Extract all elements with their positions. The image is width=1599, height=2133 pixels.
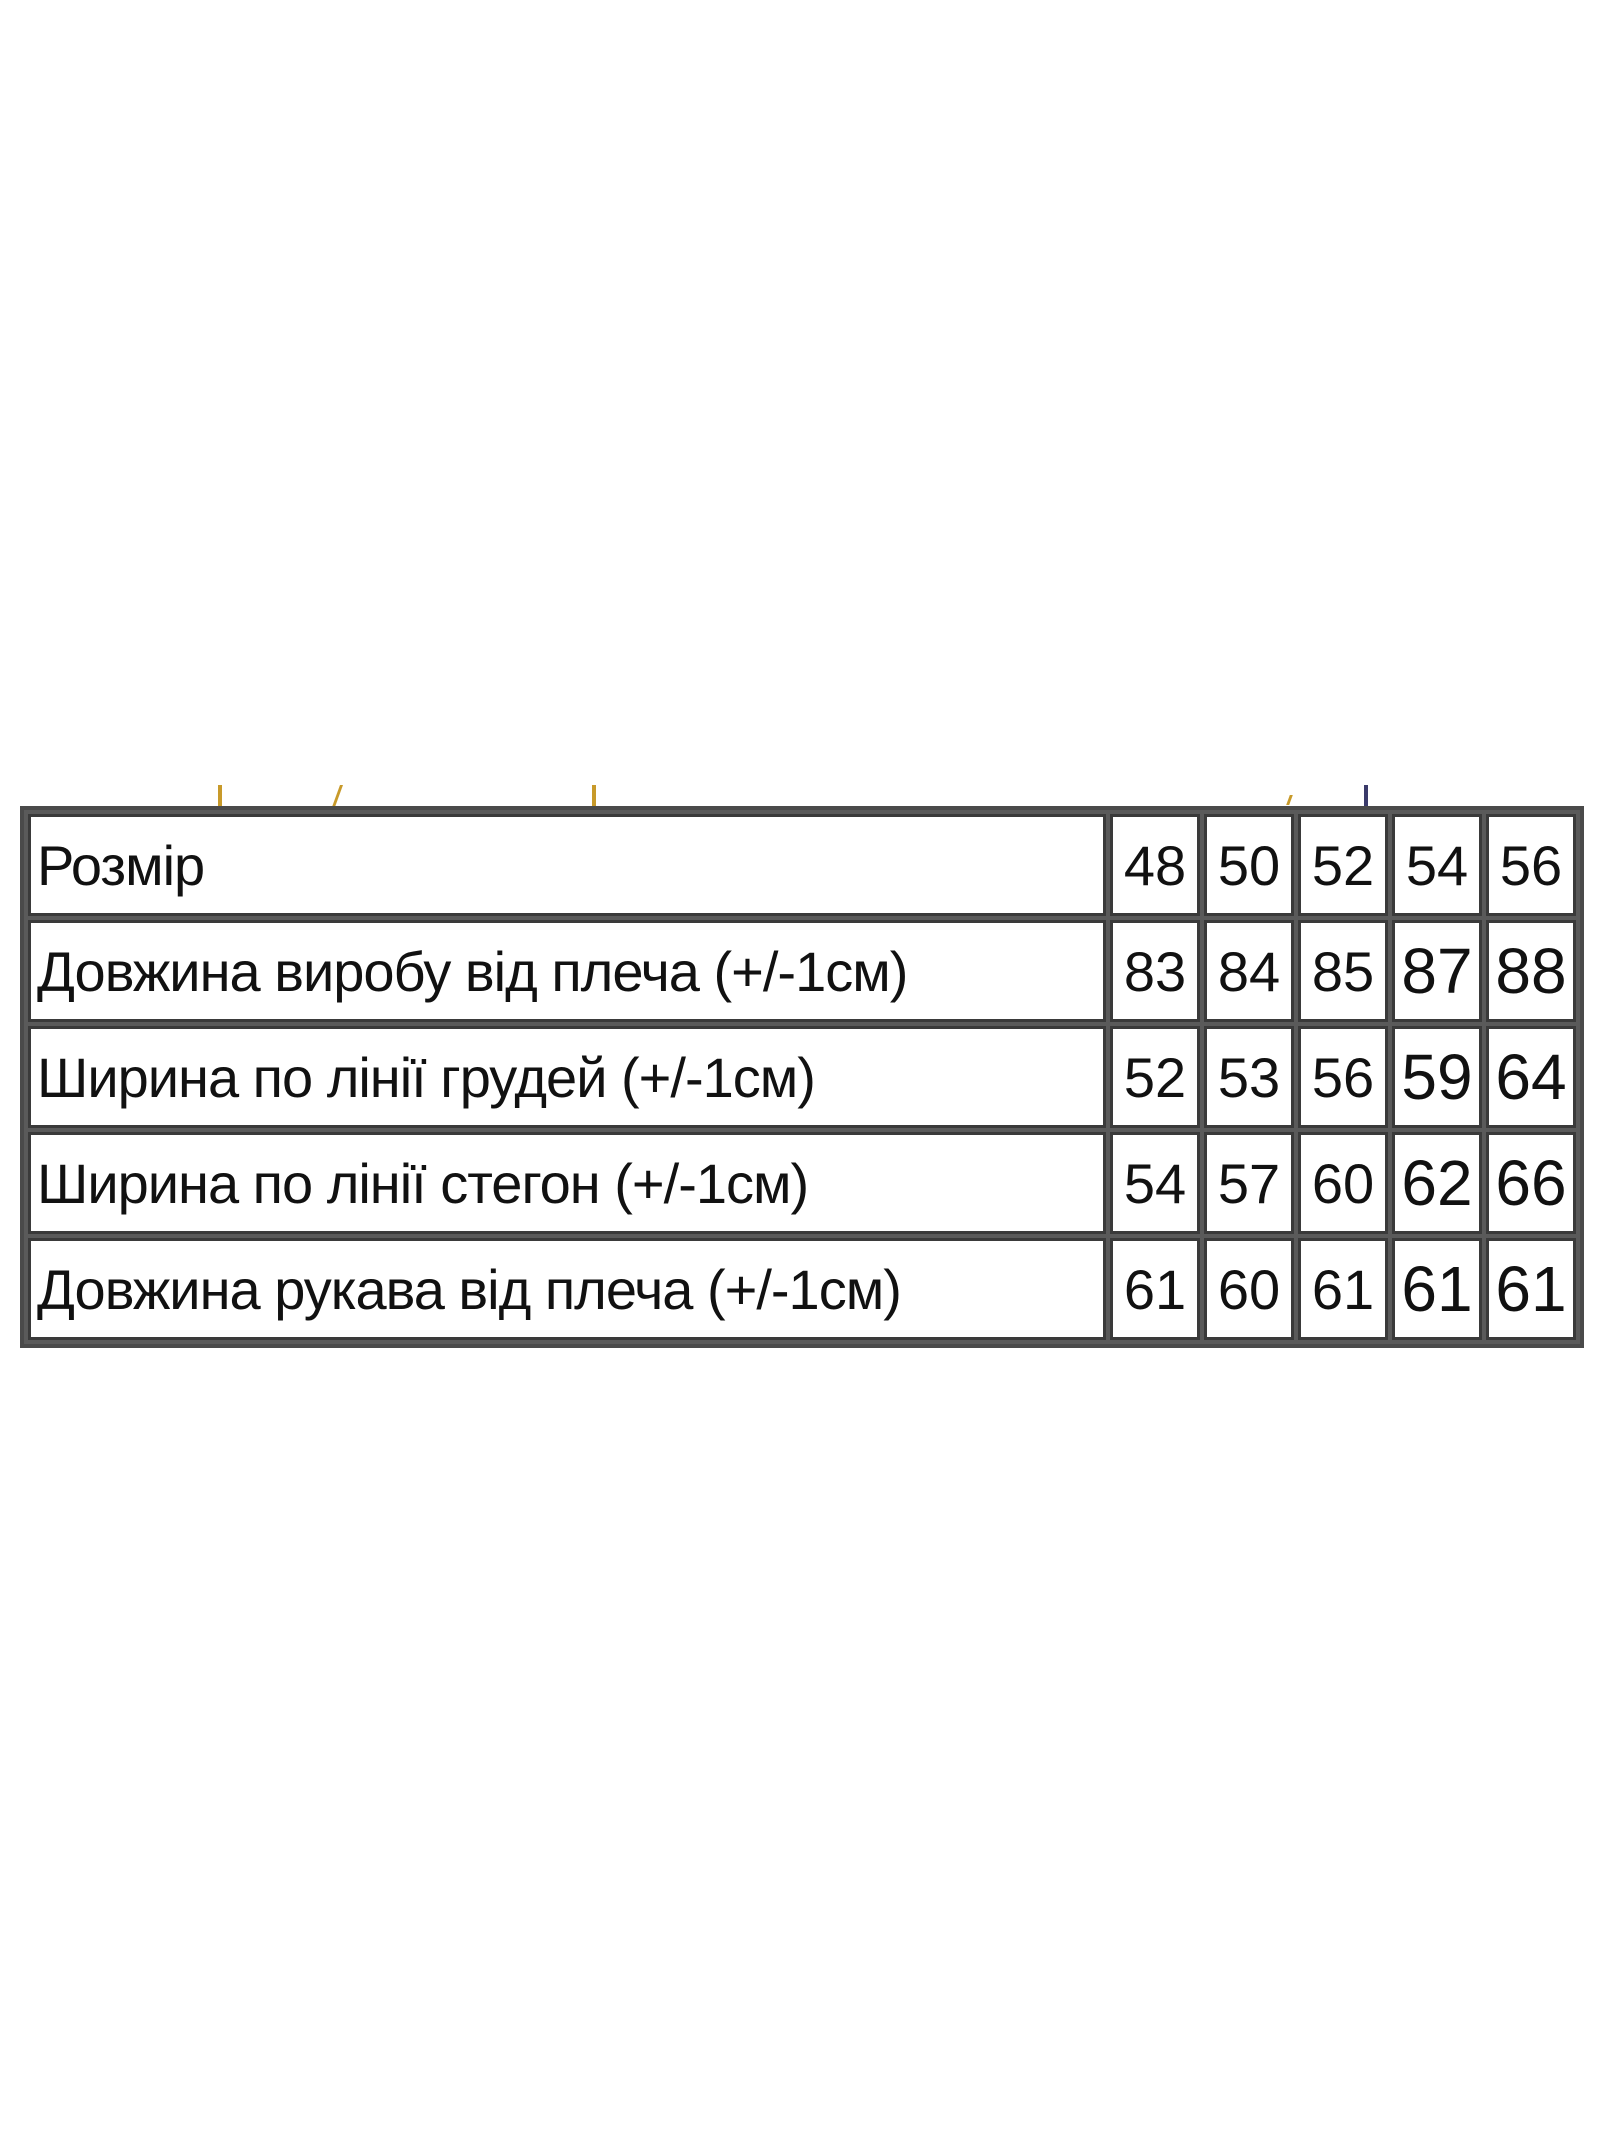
table-cell: 62: [1392, 1132, 1482, 1234]
table-cell: 57: [1204, 1132, 1294, 1234]
table-cell: 83: [1110, 920, 1200, 1022]
cropped-artifact: [1286, 795, 1293, 805]
size-header: 50: [1204, 814, 1294, 916]
cropped-artifact: [1364, 785, 1368, 807]
table-cell: 61: [1110, 1238, 1200, 1340]
cropped-artifact: [331, 785, 344, 807]
cropped-artifact: [218, 785, 222, 807]
table-cell: 59: [1392, 1026, 1482, 1128]
table-row: Довжина виробу від плеча (+/-1см) 83 84 …: [28, 920, 1576, 1022]
table-cell: 85: [1298, 920, 1388, 1022]
row-label: Довжина рукава від плеча (+/-1см): [28, 1238, 1106, 1340]
cropped-artifact: [592, 785, 596, 807]
table-cell: 66: [1486, 1132, 1576, 1234]
table-cell: 87: [1392, 920, 1482, 1022]
table-cell: 64: [1486, 1026, 1576, 1128]
table-cell: 53: [1204, 1026, 1294, 1128]
table-cell: 54: [1110, 1132, 1200, 1234]
row-label: Довжина виробу від плеча (+/-1см): [28, 920, 1106, 1022]
table-cell: 61: [1486, 1238, 1576, 1340]
size-header: 48: [1110, 814, 1200, 916]
size-header: 54: [1392, 814, 1482, 916]
table-cell: 61: [1392, 1238, 1482, 1340]
header-label: Розмір: [28, 814, 1106, 916]
table-cell: 52: [1110, 1026, 1200, 1128]
size-chart-table: Розмір 48 50 52 54 56 Довжина виробу від…: [20, 806, 1584, 1348]
table-row: Ширина по лінії грудей (+/-1см) 52 53 56…: [28, 1026, 1576, 1128]
table-cell: 60: [1298, 1132, 1388, 1234]
row-label: Ширина по лінії грудей (+/-1см): [28, 1026, 1106, 1128]
size-header: 52: [1298, 814, 1388, 916]
row-label: Ширина по лінії стегон (+/-1см): [28, 1132, 1106, 1234]
size-header: 56: [1486, 814, 1576, 916]
table-cell: 56: [1298, 1026, 1388, 1128]
table-row: Ширина по лінії стегон (+/-1см) 54 57 60…: [28, 1132, 1576, 1234]
table-cell: 84: [1204, 920, 1294, 1022]
table-cell: 60: [1204, 1238, 1294, 1340]
table-header-row: Розмір 48 50 52 54 56: [28, 814, 1576, 916]
table-cell: 61: [1298, 1238, 1388, 1340]
table-cell: 88: [1486, 920, 1576, 1022]
table-row: Довжина рукава від плеча (+/-1см) 61 60 …: [28, 1238, 1576, 1340]
